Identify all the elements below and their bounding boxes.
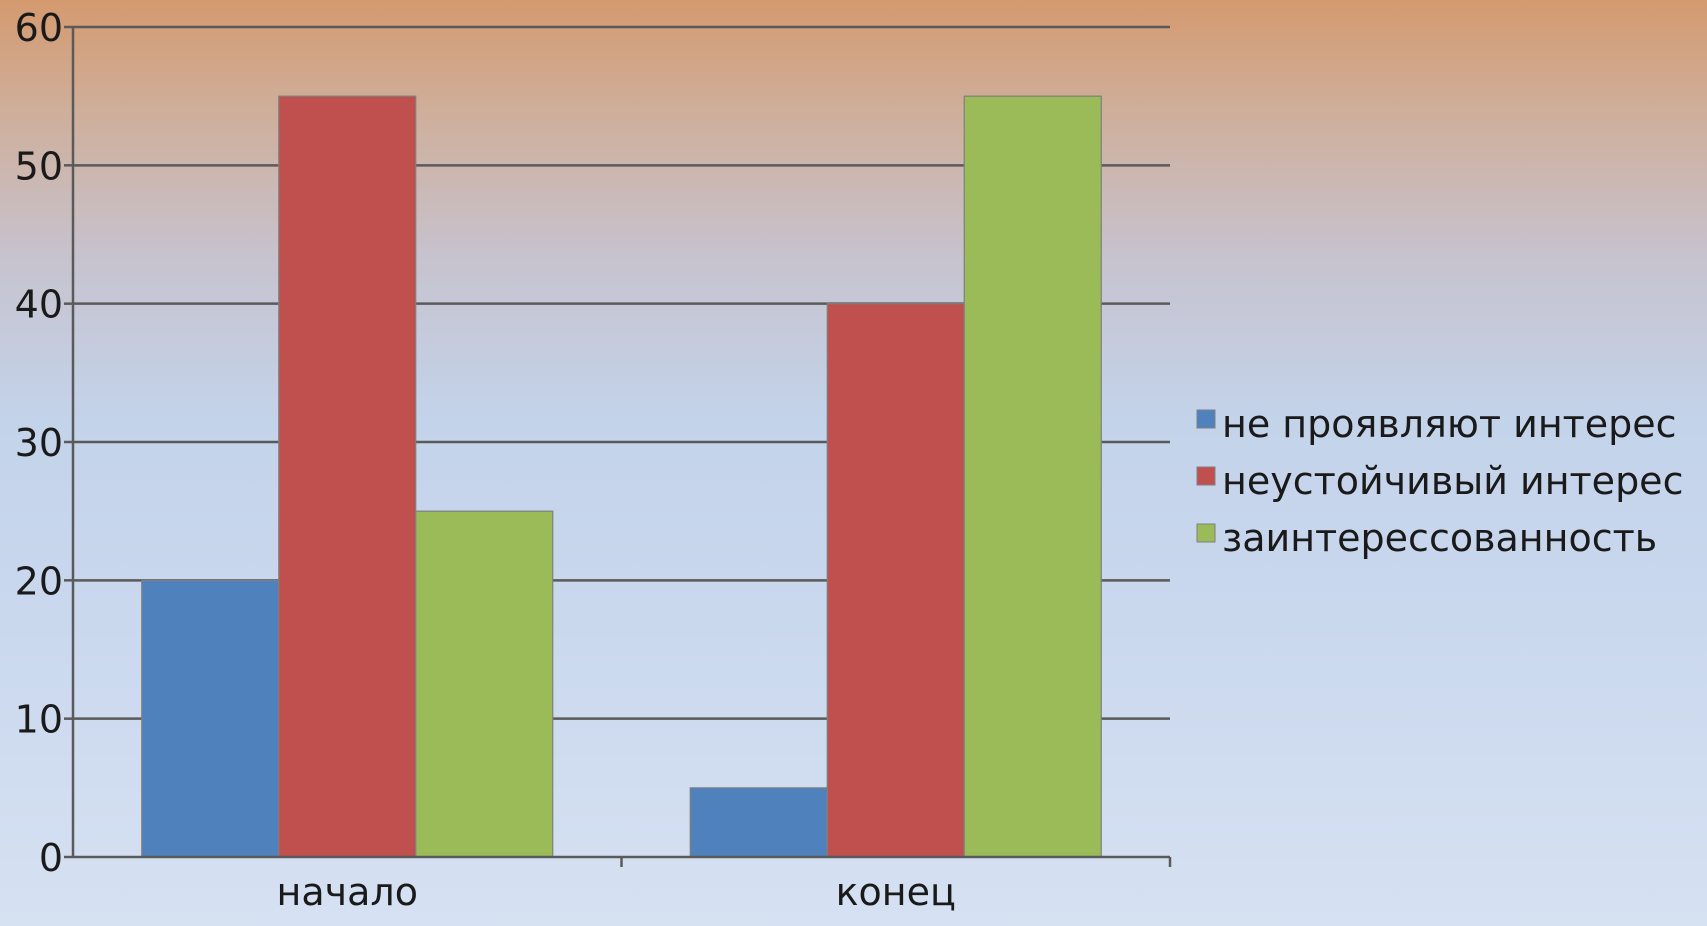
bar-1-2 <box>689 787 828 858</box>
legend-label: неустойчивый интерес <box>1222 459 1683 503</box>
y-tick-label: 60 <box>15 6 63 50</box>
bar-3-1 <box>415 510 554 858</box>
y-tick-label: 50 <box>15 144 63 188</box>
legend-label: заинтерессованность <box>1222 516 1657 560</box>
legend-swatch <box>1196 466 1216 486</box>
legend-swatch <box>1196 523 1216 543</box>
bars <box>141 95 1102 858</box>
legend: не проявляют интерес неустойчивый интерес… <box>1196 402 1683 560</box>
legend-label: не проявляют интерес <box>1222 402 1677 446</box>
bar-2-2 <box>826 303 965 858</box>
x-category-label: конец <box>836 870 956 914</box>
bar-2-1 <box>278 95 417 858</box>
y-tick-label: 0 <box>39 836 63 880</box>
y-axis-ticks: 0 10 20 30 40 50 60 <box>15 6 63 880</box>
x-category-label: начало <box>277 870 418 914</box>
legend-swatch <box>1196 409 1216 429</box>
y-tick-label: 30 <box>15 421 63 465</box>
bar-1-1 <box>141 579 280 858</box>
axes <box>64 25 1172 867</box>
y-tick-label: 10 <box>15 698 63 742</box>
bar-3-2 <box>963 95 1102 858</box>
y-tick-label: 20 <box>15 559 63 603</box>
x-axis-categories: начало конец <box>277 870 956 914</box>
y-tick-label: 40 <box>15 283 63 327</box>
